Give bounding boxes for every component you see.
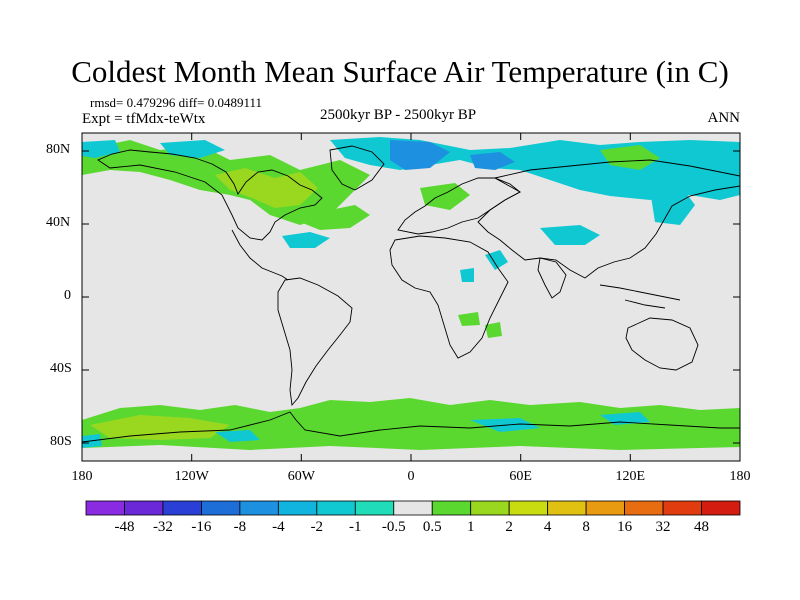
coastline-islands bbox=[599, 284, 681, 309]
colorbar-swatch bbox=[85, 500, 125, 516]
coastline-south-america bbox=[277, 277, 353, 407]
coastline-greenland bbox=[329, 145, 385, 191]
x-axis-label: 120W bbox=[174, 469, 209, 484]
anomaly-patch bbox=[215, 430, 260, 442]
experiment-label: Expt = tfMdx-teWtx bbox=[82, 111, 206, 127]
x-axis-label: 60E bbox=[509, 469, 532, 484]
colorbar-swatch bbox=[393, 500, 433, 516]
colorbar-label: 2 bbox=[505, 519, 513, 535]
colorbar-label: -16 bbox=[191, 519, 212, 535]
colorbar-label: 4 bbox=[543, 519, 552, 535]
coastline-europe bbox=[397, 177, 521, 235]
x-axis-label: 0 bbox=[407, 469, 415, 484]
anomaly-patch bbox=[282, 232, 330, 248]
anomaly-patch bbox=[600, 412, 650, 425]
coastline-central-america bbox=[231, 229, 289, 281]
coastline-africa bbox=[389, 235, 509, 359]
anomaly-patch bbox=[160, 140, 225, 158]
colorbar-label: 1 bbox=[466, 519, 475, 535]
colorbar-swatch bbox=[508, 500, 549, 516]
colorbar-label: 32 bbox=[655, 519, 671, 535]
stats-text: rmsd= 0.479296 diff= 0.0489111 bbox=[90, 95, 262, 110]
anomaly-patch bbox=[458, 312, 480, 326]
colorbar-label: 48 bbox=[694, 519, 710, 535]
colorbar bbox=[85, 500, 741, 516]
colorbar-swatch bbox=[431, 500, 472, 516]
colorbar-label: 0.5 bbox=[422, 519, 442, 535]
anomaly-patch bbox=[300, 205, 370, 230]
anomaly-field bbox=[82, 137, 740, 461]
anomaly-patch bbox=[650, 185, 695, 225]
colorbar-swatch bbox=[624, 500, 664, 516]
y-axis-label: 0 bbox=[64, 288, 71, 303]
colorbar-swatch bbox=[239, 500, 279, 516]
colorbar-swatch bbox=[354, 500, 395, 516]
colorbar-swatch bbox=[316, 500, 356, 516]
colorbar-swatch bbox=[547, 500, 587, 516]
colorbar-label: -8 bbox=[233, 519, 247, 535]
anomaly-patch bbox=[215, 168, 318, 208]
colorbar-label: -1 bbox=[349, 519, 362, 535]
colorbar-swatch bbox=[662, 500, 702, 516]
colorbar-swatch bbox=[470, 500, 510, 516]
colorbar-label: -2 bbox=[310, 519, 324, 535]
x-axis-label: 120E bbox=[615, 469, 646, 484]
coastline-india bbox=[537, 257, 567, 299]
colorbar-swatch bbox=[277, 500, 318, 516]
anomaly-patch bbox=[82, 140, 120, 158]
y-axis-label: 80S bbox=[50, 434, 72, 449]
anomaly-patch bbox=[420, 183, 470, 210]
colorbar-label: 8 bbox=[582, 519, 590, 535]
anomaly-patch bbox=[390, 140, 450, 170]
anomaly-patch bbox=[82, 398, 740, 461]
colorbar-label: -32 bbox=[152, 519, 173, 535]
anomaly-patch bbox=[600, 145, 660, 170]
colorbar-swatch bbox=[162, 500, 202, 516]
period-label: 2500kyr BP - 2500kyr BP bbox=[320, 107, 477, 123]
coastline-asia bbox=[477, 159, 740, 279]
anomaly-patch bbox=[460, 268, 474, 282]
anomaly-patch bbox=[90, 415, 230, 440]
coastlines bbox=[82, 145, 740, 443]
colorbar-label: -0.5 bbox=[381, 519, 406, 535]
colorbar-label: -48 bbox=[114, 519, 135, 535]
coastline-north-america bbox=[97, 149, 323, 241]
coastline-australia bbox=[625, 317, 699, 371]
anomaly-patch bbox=[485, 322, 502, 338]
map-title: Coldest Month Mean Surface Air Temperatu… bbox=[71, 54, 729, 89]
colorbar-label: -4 bbox=[272, 519, 285, 535]
colorbar-swatch bbox=[701, 500, 741, 516]
x-axis-label: 60W bbox=[287, 469, 315, 484]
anomaly-patch bbox=[470, 152, 515, 170]
axis-ticks bbox=[82, 133, 740, 461]
y-axis-label: 40N bbox=[46, 215, 71, 230]
colorbar-swatch bbox=[124, 500, 164, 516]
colorbar-label: 16 bbox=[617, 519, 633, 535]
anomaly-patch bbox=[82, 445, 740, 461]
colorbar-swatch bbox=[585, 500, 625, 516]
season-label: ANN bbox=[707, 110, 741, 126]
coastline-antarctica bbox=[82, 411, 740, 443]
y-axis-label: 80N bbox=[46, 142, 71, 157]
x-axis-label: 180 bbox=[71, 469, 93, 484]
x-axis-label: 180 bbox=[729, 469, 751, 484]
anomaly-patch bbox=[485, 250, 508, 270]
anomaly-patch bbox=[540, 225, 600, 245]
y-axis-label: 40S bbox=[50, 361, 72, 376]
colorbar-swatch bbox=[201, 500, 241, 516]
